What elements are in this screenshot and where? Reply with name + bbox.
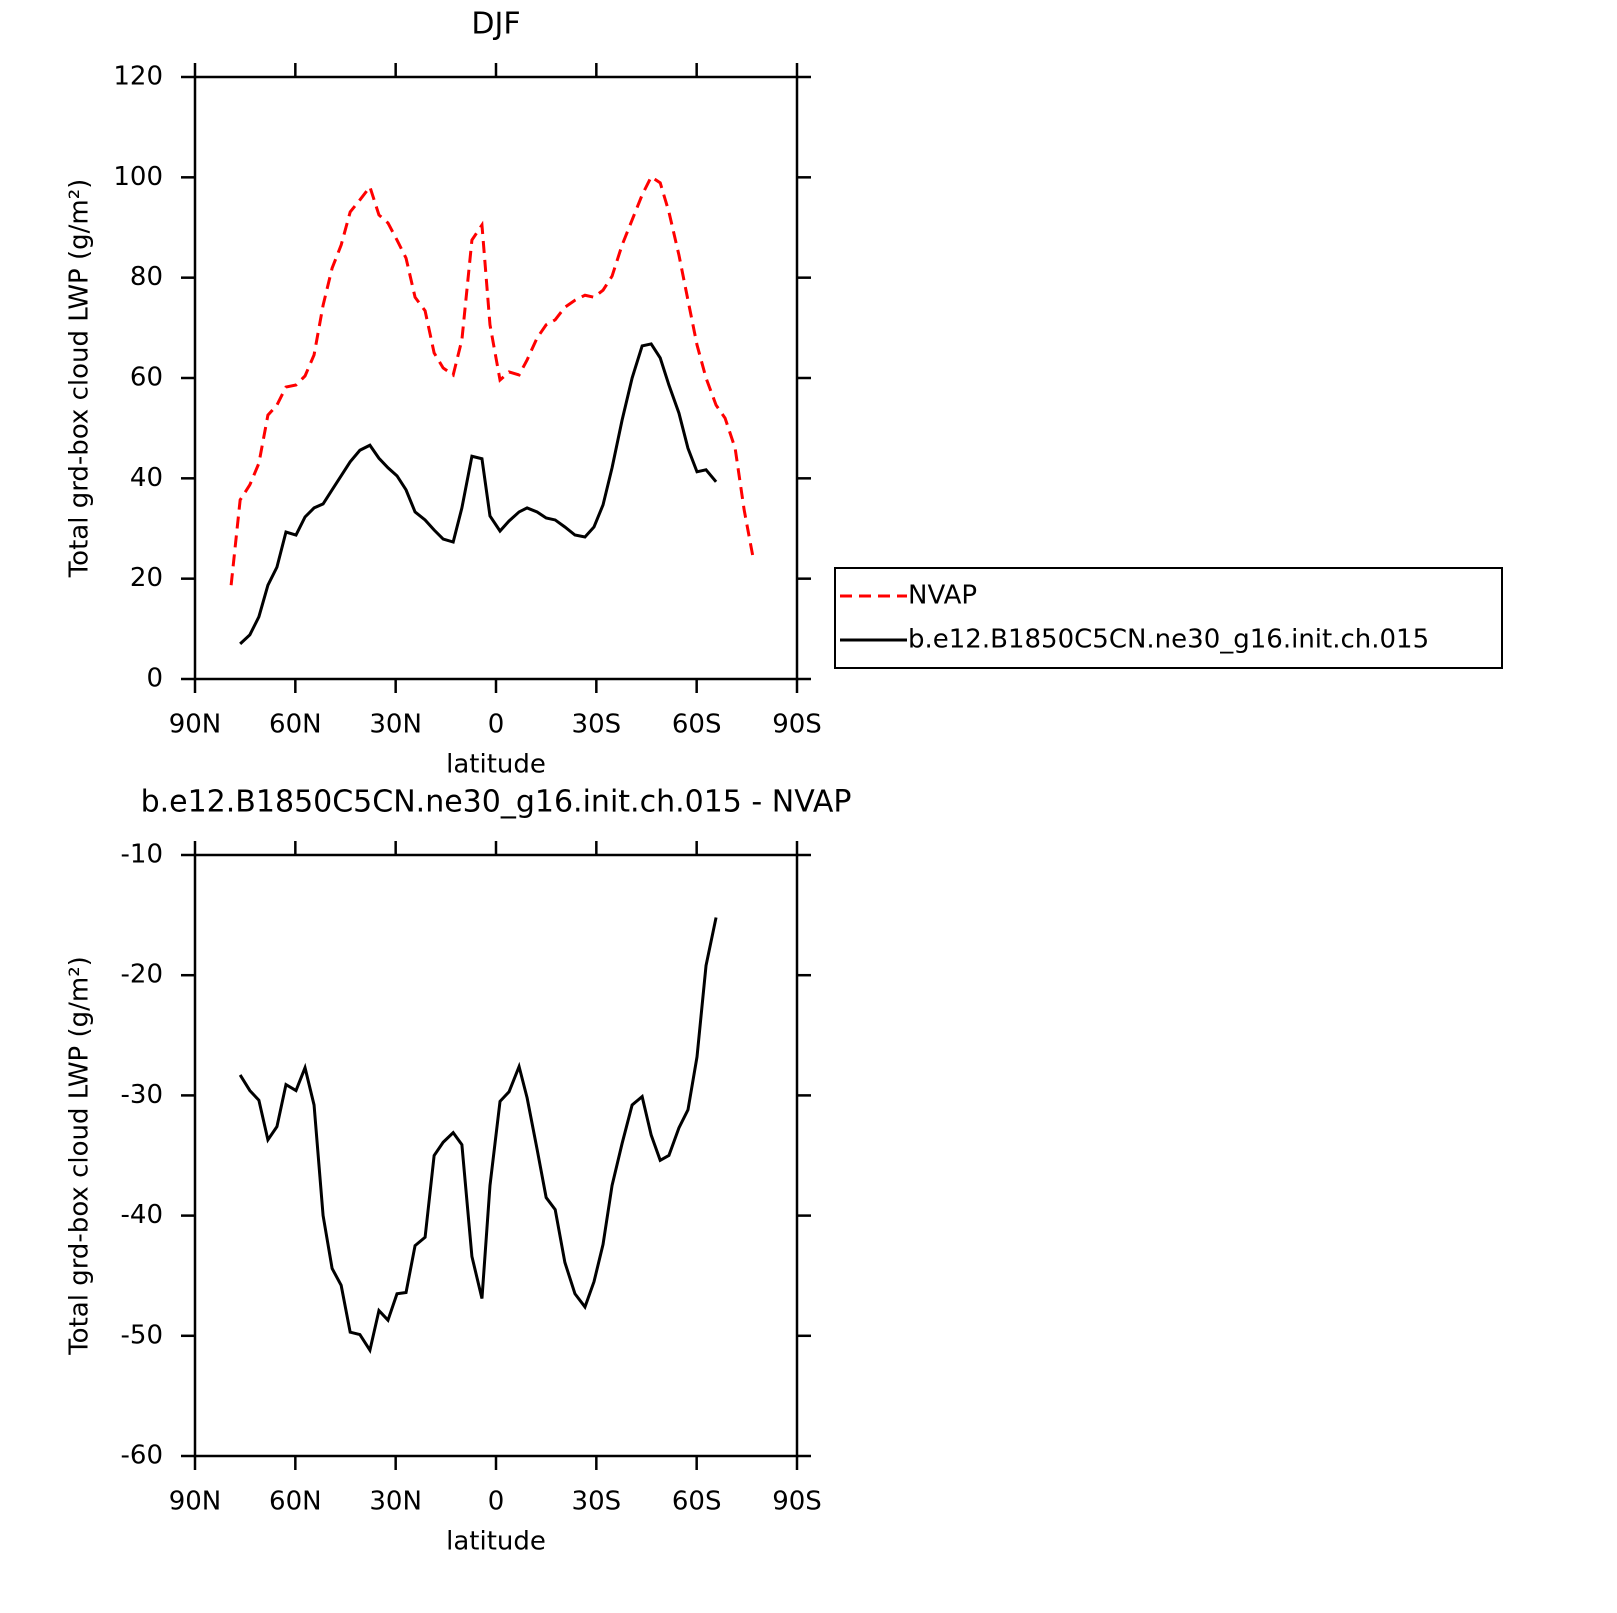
- x-tick-label: 90S: [772, 1487, 822, 1517]
- y-tick-label: 0: [146, 664, 163, 694]
- y-axis-label: Total grd-box cloud LWP (g/m²): [65, 179, 95, 579]
- x-tick-label: 60S: [672, 1487, 722, 1517]
- y-tick-label: -40: [121, 1200, 163, 1230]
- y-tick-label: -20: [121, 960, 163, 990]
- legend-label: NVAP: [908, 581, 977, 611]
- y-tick-label: 80: [130, 262, 163, 292]
- y-tick-label: 60: [130, 363, 163, 393]
- y-tick-label: 120: [113, 62, 163, 92]
- y-tick-label: 20: [130, 563, 163, 593]
- plot-frame: [193, 853, 799, 1458]
- legend-label: b.e12.B1850C5CN.ne30_g16.init.ch.015: [908, 625, 1429, 655]
- x-tick-label: 90N: [169, 710, 222, 740]
- data-line: [229, 174, 755, 586]
- x-tick-label: 90N: [169, 1487, 222, 1517]
- plot-frame: [193, 75, 799, 681]
- x-tick-label: 30N: [369, 710, 422, 740]
- x-tick-label: 30N: [369, 1487, 422, 1517]
- x-tick-label: 0: [488, 710, 505, 740]
- x-axis-label: latitude: [446, 750, 546, 780]
- x-tick-label: 60N: [269, 1487, 322, 1517]
- y-tick-label: -50: [121, 1320, 163, 1350]
- x-tick-label: 60S: [672, 710, 722, 740]
- y-tick-label: -30: [121, 1080, 163, 1110]
- y-tick-label: -10: [121, 840, 163, 870]
- x-tick-label: 30S: [572, 710, 622, 740]
- legend-box: [834, 567, 1503, 669]
- chart-title: b.e12.B1850C5CN.ne30_g16.init.ch.015 - N…: [141, 785, 852, 820]
- x-tick-label: 90S: [772, 710, 822, 740]
- x-axis-label: latitude: [446, 1527, 546, 1557]
- data-line: [238, 917, 718, 1355]
- data-line: [239, 342, 718, 645]
- x-tick-label: 60N: [269, 710, 322, 740]
- chart-title: DJF: [471, 7, 520, 42]
- y-tick-label: -60: [121, 1441, 163, 1471]
- y-axis-label: Total grd-box cloud LWP (g/m²): [65, 956, 95, 1356]
- y-tick-label: 40: [130, 463, 163, 493]
- x-tick-label: 30S: [572, 1487, 622, 1517]
- y-tick-label: 100: [113, 162, 163, 192]
- x-tick-label: 0: [488, 1487, 505, 1517]
